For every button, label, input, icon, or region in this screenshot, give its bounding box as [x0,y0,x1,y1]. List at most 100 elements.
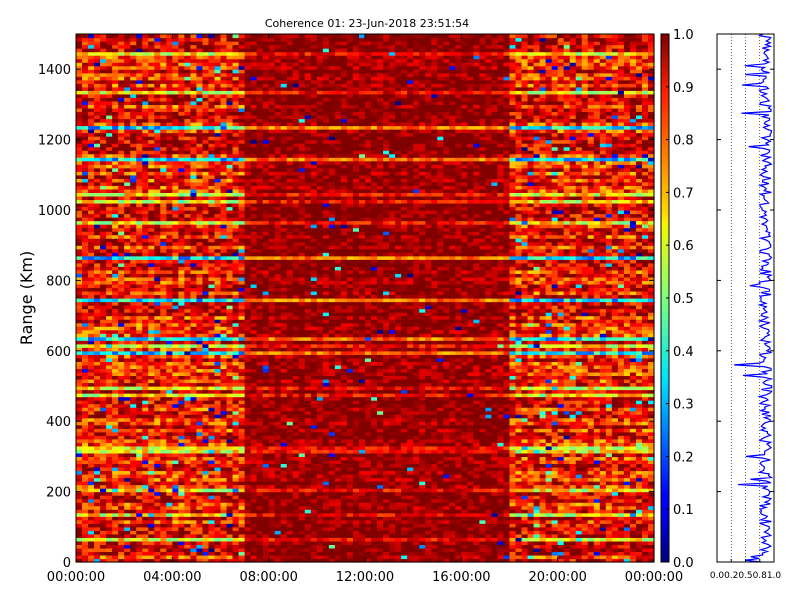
heatmap-cell [94,488,101,493]
heatmap-cell [346,477,354,482]
heatmap-cell [581,509,589,514]
heatmap-cell [365,414,372,419]
heatmap-cell [569,378,577,384]
heatmap-cell [358,477,366,482]
heatmap-cell [521,459,529,465]
heatmap-cell [497,396,505,401]
heatmap-cell [82,456,89,461]
heatmap-cell [479,547,487,553]
heatmap-cell [605,551,613,556]
heatmap-cell [94,403,101,408]
heatmap-cell [262,456,270,461]
heatmap-cell [160,540,167,545]
heatmap-cell [575,481,583,486]
heatmap-cell [100,477,107,482]
heatmap-cell [407,449,414,454]
heatmap-cell [202,530,210,535]
heatmap-cell [334,414,342,419]
heatmap-cell [274,516,282,521]
heatmap-cell [316,544,324,549]
heatmap-cell [262,442,270,447]
heatmap-cell [82,410,89,415]
heatmap-cell [545,537,553,542]
heatmap-cell [527,481,535,486]
heatmap-cell [407,544,414,549]
heatmap-cell [479,502,487,507]
heatmap-cell [232,516,240,521]
heatmap-cell [365,477,372,482]
heatmap-cell [322,421,330,426]
heatmap-cell [563,389,571,394]
heatmap-cell [166,533,173,538]
heatmap-cell [238,445,246,450]
heatmap-cell [358,421,366,426]
heatmap-cell [395,421,402,426]
heatmap-cell [593,428,601,433]
heatmap-cell [407,386,414,391]
heatmap-cell [521,554,529,560]
heatmap-cell [136,431,143,436]
heatmap-cell [599,435,607,440]
heatmap-cell [581,526,589,531]
heatmap-cell [437,481,444,486]
heatmap-cell [316,389,324,394]
heatmap-cell [310,445,318,450]
heatmap-cell [371,505,378,510]
heatmap-cell [82,516,89,521]
heatmap-cell [431,481,438,486]
heatmap-cell [491,540,499,545]
heatmap-cell [635,477,643,482]
heatmap-cell [557,551,565,556]
heatmap-cell [581,435,589,440]
heatmap-cell [286,523,294,528]
heatmap-cell [118,540,125,545]
heatmap-cell [377,495,384,500]
heatmap-cell [184,547,191,553]
heatmap-cell [352,526,360,531]
heatmap-cell [467,393,474,398]
heatmap-cell [334,481,342,486]
heatmap-cell [358,488,366,493]
heatmap-cell [340,442,348,447]
heatmap-cell [437,414,444,419]
heatmap-cell [328,491,336,496]
heatmap-cell [521,417,529,422]
heatmap-cell [521,403,529,408]
heatmap-cell [130,456,137,461]
heatmap-cell [581,421,589,426]
heatmap-cell [455,459,462,465]
heatmap-cell [431,449,438,454]
heatmap-cell [455,442,462,447]
heatmap-cell [334,554,342,560]
heatmap-cell [316,547,324,553]
heatmap-cell [509,484,517,489]
chart-title: Coherence 01: 23-Jun-2018 23:51:54 [265,17,469,30]
heatmap-cell [94,474,101,479]
heatmap-cell [533,389,541,394]
heatmap-cell [533,382,541,387]
heatmap-cell [575,537,583,542]
heatmap-cell [130,523,137,528]
heatmap-cell [352,502,360,507]
heatmap-cell [605,449,613,454]
heatmap-cell [106,540,113,545]
heatmap-cell [76,459,83,465]
heatmap-cell [274,484,282,489]
heatmap-cell [118,459,125,465]
heatmap-cell [539,463,547,468]
heatmap-cell [118,502,125,507]
heatmap-cell [491,523,499,528]
heatmap-cell [491,386,499,391]
heatmap-cell [641,519,649,524]
heatmap-cell [449,393,456,398]
heatmap-cell [256,519,264,524]
heatmap-cell [617,484,625,489]
heatmap-cell [419,449,426,454]
heatmap-cell [328,459,336,465]
heatmap-cell [383,466,390,472]
heatmap-cell [533,400,541,405]
heatmap-cell [629,396,637,401]
heatmap-cell [371,547,378,553]
heatmap-cell [166,547,173,553]
heatmap-cell [346,519,354,524]
